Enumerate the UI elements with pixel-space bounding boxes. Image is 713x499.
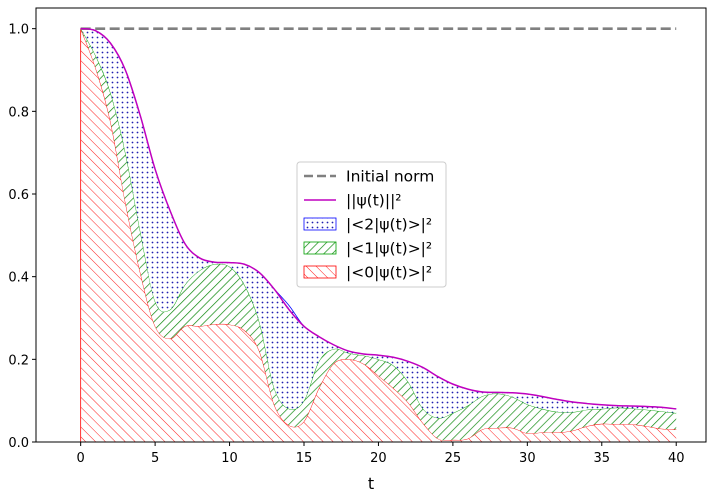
y-tick-label: 0.0	[8, 436, 29, 451]
series-lines	[80, 27, 677, 410]
legend-handle	[303, 241, 337, 255]
y-tick-label: 0.4	[8, 271, 29, 286]
legend-handle	[303, 217, 337, 231]
y-tick-label: 0.8	[8, 105, 29, 120]
legend: Initial norm ||ψ(t)||² |<2|ψ(t)>|² |<1|ψ(t)…	[296, 161, 447, 288]
legend-box	[296, 161, 447, 288]
line-psi-norm	[80, 27, 677, 410]
y-axis-ticks: 0.0 0.2 0.4 0.6 0.8 1.0	[8, 23, 36, 451]
x-tick-label: 0	[77, 451, 85, 466]
y-tick-label: 0.6	[8, 188, 29, 203]
x-tick-label: 15	[296, 451, 313, 466]
x-tick-label: 25	[445, 451, 462, 466]
x-tick-label: 20	[370, 451, 387, 466]
legend-label: |<2|ψ(t)>|²	[346, 216, 432, 234]
legend-label: |<0|ψ(t)>|²	[346, 264, 432, 282]
area-state-0	[80, 28, 677, 442]
y-tick-label: 0.2	[8, 353, 29, 368]
x-axis-ticks: 0 5 10 15 20 25 30 35 40	[77, 442, 685, 466]
legend-label: |<1|ψ(t)>|²	[346, 240, 432, 258]
legend-handle	[303, 265, 337, 279]
x-tick-label: 35	[594, 451, 611, 466]
x-tick-label: 40	[668, 451, 685, 466]
legend-label: ||ψ(t)||²	[346, 192, 402, 210]
legend-label: Initial norm	[346, 168, 434, 186]
x-tick-label: 30	[519, 451, 536, 466]
y-tick-label: 1.0	[8, 23, 29, 38]
plot-frame	[35, 7, 707, 443]
x-tick-label: 10	[221, 451, 238, 466]
x-axis-label: t	[368, 474, 374, 493]
x-tick-label: 5	[151, 451, 159, 466]
